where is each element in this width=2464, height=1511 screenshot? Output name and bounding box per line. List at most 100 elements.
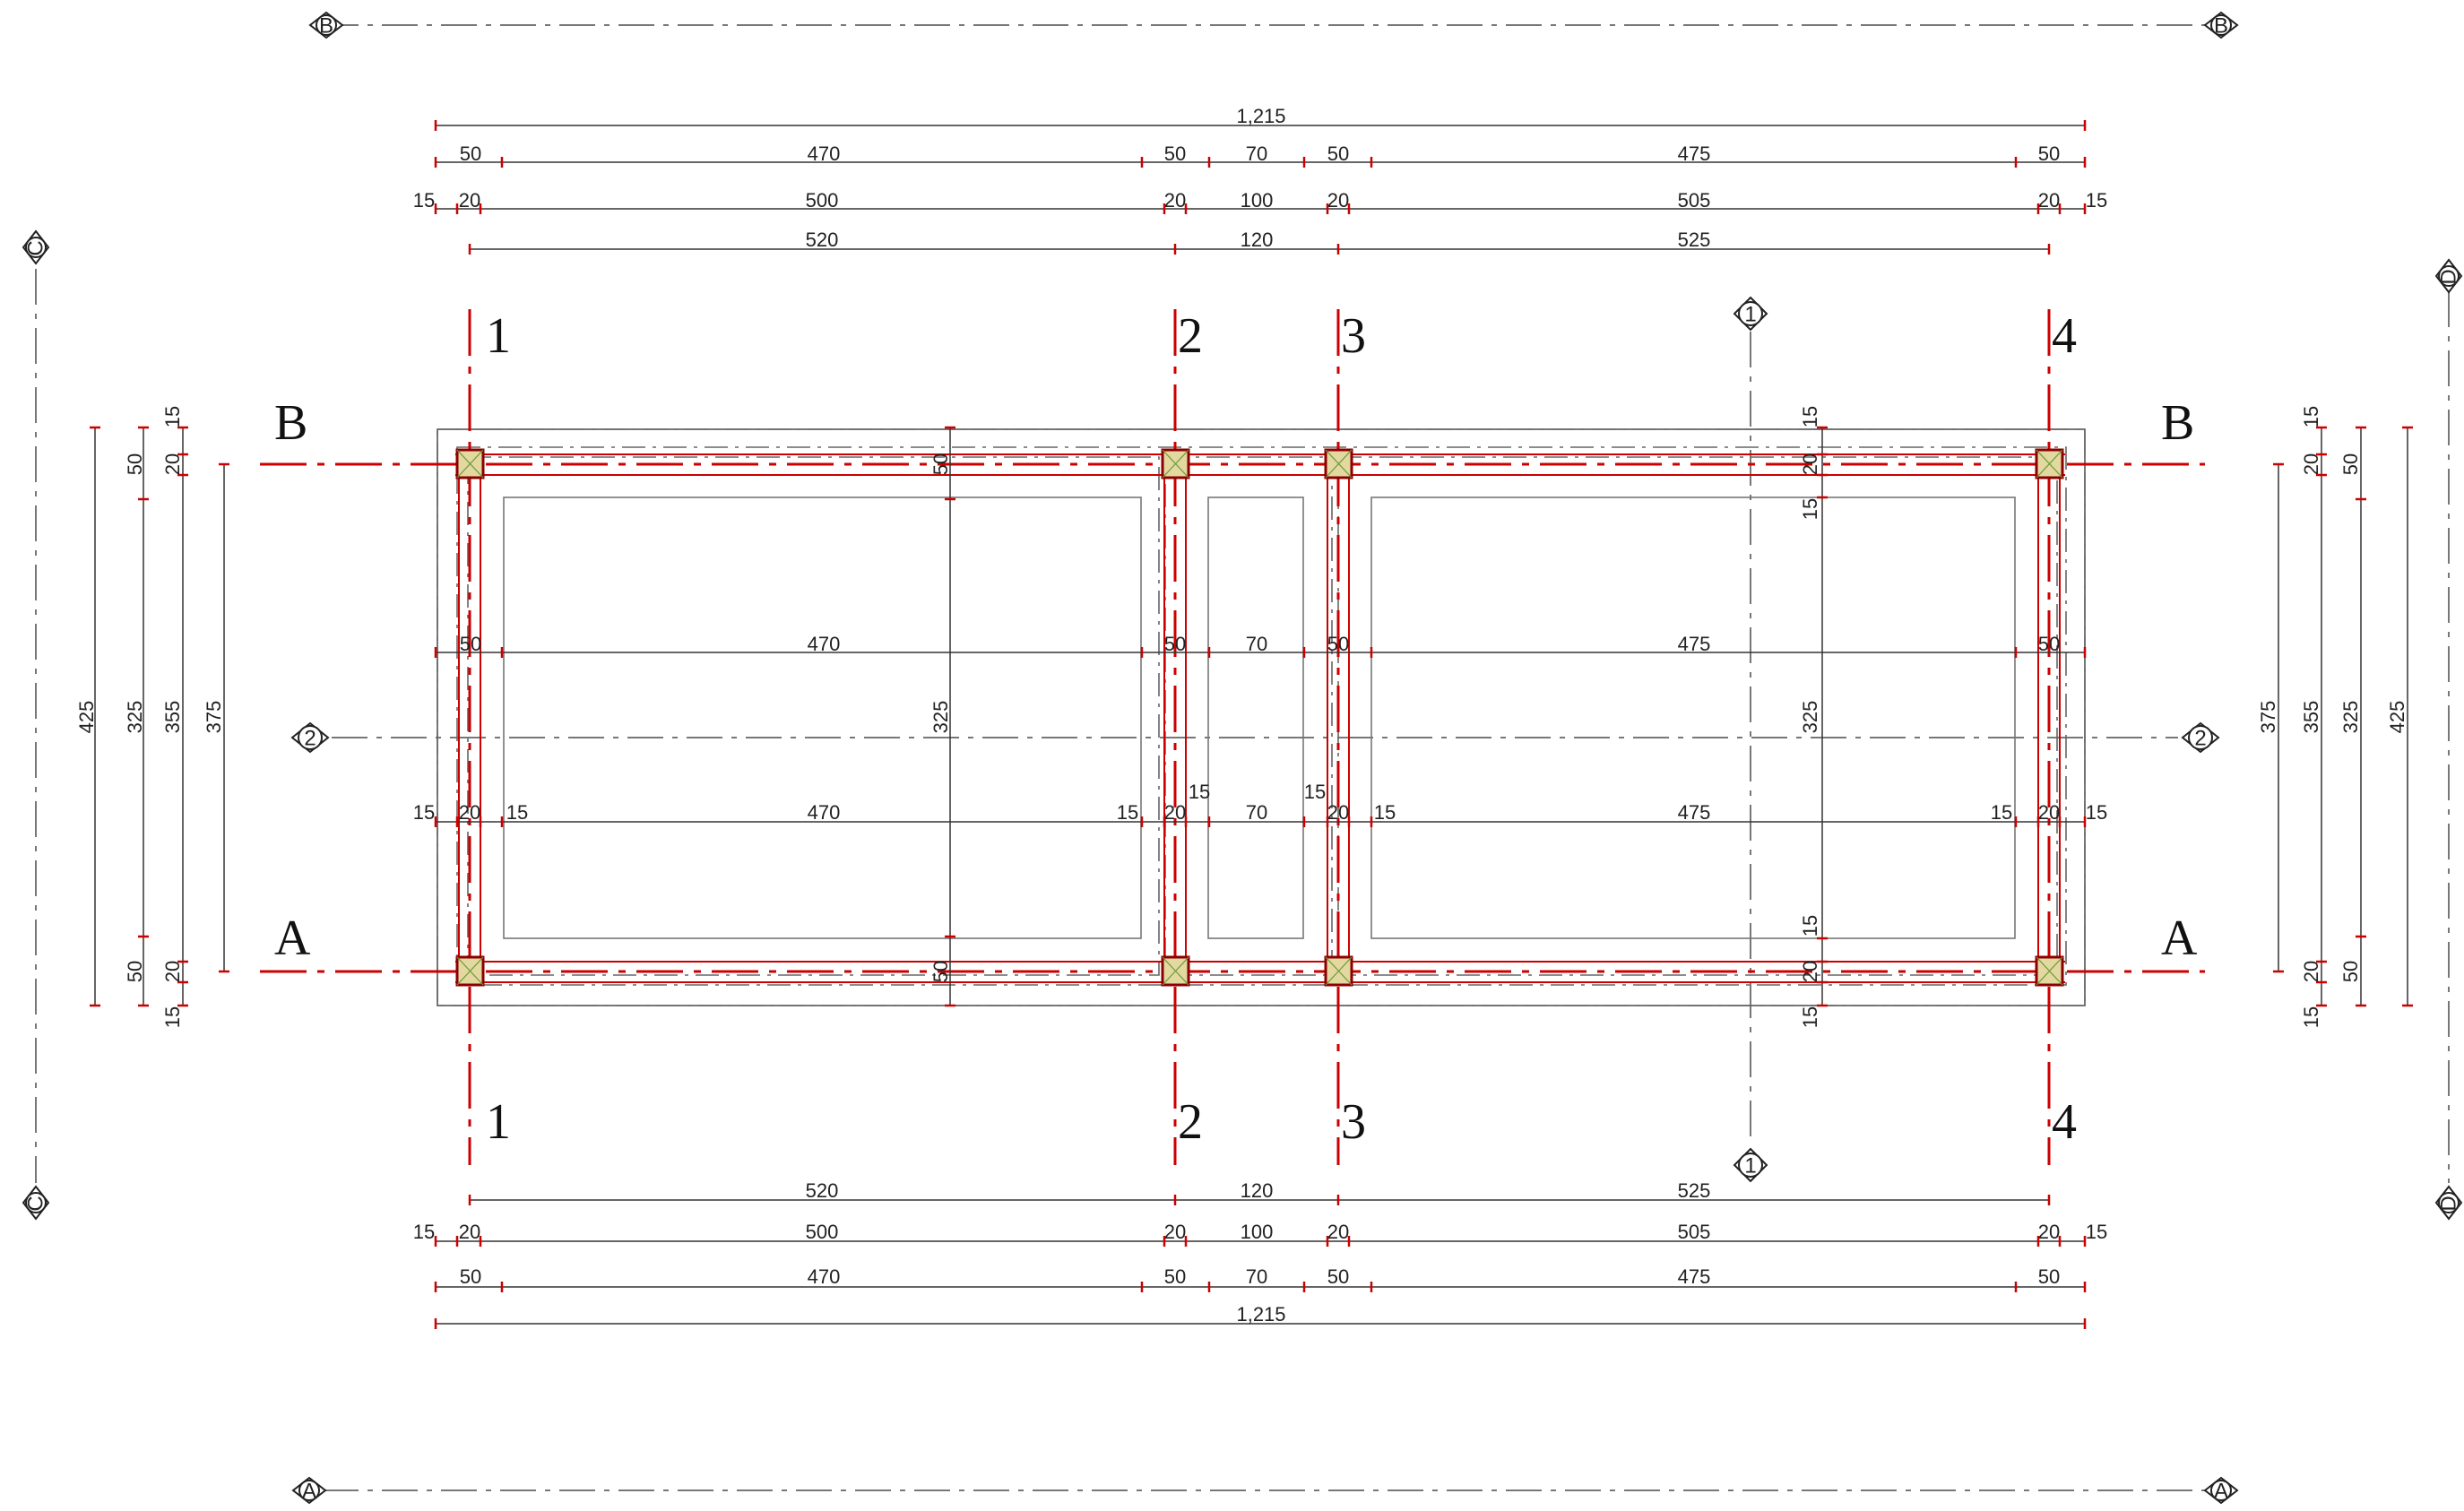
dim-int-right-6: 20 (1799, 961, 1821, 982)
dim-top-r4-1: 520 (806, 229, 839, 251)
dim-left-b-5: 15 (161, 1006, 184, 1028)
dim-int-right-2: 20 (1799, 453, 1821, 475)
section-label-2-left: 2 (304, 727, 316, 751)
section-label-1-bottom: 1 (1744, 1154, 1756, 1179)
axis-label-b-left: B (274, 395, 307, 451)
dim-left-axis: 375 (203, 701, 225, 734)
dim-top-r2-6: 475 (1678, 142, 1711, 165)
dim-int-b-14: 20 (2038, 801, 2060, 824)
dim-int-a-6: 475 (1678, 633, 1711, 655)
section-label-c-bottom: C (24, 1196, 48, 1211)
dim-right-b-3: 355 (2300, 701, 2322, 734)
axis-label-b-right: B (2161, 395, 2194, 451)
dim-left-b-3: 355 (161, 701, 184, 734)
footing-dashed-outlines (437, 428, 2086, 1006)
axis-label-1-top: 1 (486, 308, 511, 364)
pad-inner-outlines (503, 496, 2016, 939)
dim-right-b-4: 20 (2300, 961, 2322, 982)
dim-bot-r2-4: 20 (1164, 1221, 1186, 1243)
dim-right-b-1: 15 (2300, 406, 2322, 427)
section-label-c-top: C (24, 240, 48, 255)
dim-int-a-4: 70 (1246, 633, 1267, 655)
dim-top-r3-5: 100 (1241, 189, 1274, 212)
dim-int-b-12: 475 (1678, 801, 1711, 824)
dimension-lines (90, 120, 2413, 1329)
dim-right-a-1: 50 (2339, 453, 2362, 475)
dim-bot-r2-6: 20 (1327, 1221, 1349, 1243)
dim-bot-r3-6: 475 (1678, 1265, 1711, 1288)
dim-bot-r3-2: 470 (808, 1265, 841, 1288)
dim-top-r3-3: 500 (806, 189, 839, 212)
dim-top-r3-1: 15 (413, 189, 435, 212)
dim-top-r3-9: 15 (2086, 189, 2107, 212)
dim-top-r2-2: 470 (808, 142, 841, 165)
dim-bot-r2-9: 15 (2086, 1221, 2107, 1243)
dim-top-total: 1,215 (1236, 105, 1285, 127)
dim-int-b-5: 15 (1117, 801, 1138, 824)
dim-int-b-15: 15 (2086, 801, 2107, 824)
dim-bot-r1-1: 520 (806, 1179, 839, 1202)
dim-int-a-5: 50 (1327, 633, 1349, 655)
dim-right-a-3: 50 (2339, 961, 2362, 982)
section-label-1-top: 1 (1744, 303, 1756, 327)
section-label-2-right: 2 (2194, 727, 2206, 751)
dim-int-right-5: 15 (1799, 915, 1821, 937)
dim-left-a-3: 50 (124, 961, 146, 982)
dim-left-b-2: 20 (161, 453, 184, 475)
dim-bot-r3-7: 50 (2038, 1265, 2060, 1288)
section-label-b-right: B (2214, 14, 2228, 39)
dim-top-r3-2: 20 (459, 189, 480, 212)
dim-bot-r3-3: 50 (1164, 1265, 1186, 1288)
axis-label-a-right: A (2161, 911, 2198, 966)
dim-int-a-7: 50 (2038, 633, 2060, 655)
dim-top-r2-5: 50 (1327, 142, 1349, 165)
dim-int-b-1: 15 (413, 801, 435, 824)
dim-int-b-6: 20 (1164, 801, 1186, 824)
dim-int-right-4: 325 (1799, 701, 1821, 734)
dim-bot-r3-1: 50 (460, 1265, 481, 1288)
section-label-d-bottom: D (2437, 1196, 2461, 1211)
axis-label-3-bottom: 3 (1341, 1094, 1366, 1150)
dim-int-right-3: 15 (1799, 498, 1821, 520)
dim-int-b-3: 15 (506, 801, 528, 824)
dim-right-b-5: 15 (2300, 1006, 2322, 1028)
dim-top-r3-6: 20 (1327, 189, 1349, 212)
dim-left-total: 425 (75, 701, 98, 734)
dim-top-r3-7: 505 (1678, 189, 1711, 212)
pad-inner-2 (1207, 496, 1304, 939)
dim-bot-r2-3: 500 (806, 1221, 839, 1243)
dim-bot-total: 1,215 (1236, 1303, 1285, 1325)
dim-left-b-4: 20 (161, 961, 184, 982)
dim-bot-r2-1: 15 (413, 1221, 435, 1243)
dim-int-b-7: 15 (1189, 781, 1210, 803)
section-label-d-top: D (2437, 269, 2461, 284)
dim-top-r2-1: 50 (460, 142, 481, 165)
beam-lines (455, 451, 2065, 986)
footing-outer-edge (437, 428, 2086, 1006)
dim-left-b-1: 15 (161, 406, 184, 427)
dim-bot-r2-8: 20 (2038, 1221, 2060, 1243)
dim-left-a-1: 50 (124, 453, 146, 475)
dim-bot-r2-5: 100 (1241, 1221, 1274, 1243)
dim-top-r4-3: 525 (1678, 229, 1711, 251)
footing-outline (437, 428, 2086, 1006)
dim-top-r2-4: 70 (1246, 142, 1267, 165)
dim-int-left-1: 50 (929, 453, 952, 475)
axis-label-2-bottom: 2 (1178, 1094, 1203, 1150)
dim-bot-r3-4: 70 (1246, 1265, 1267, 1288)
section-label-a-left: A (302, 1480, 316, 1504)
section-label-b-left: B (319, 14, 333, 39)
dim-int-b-8: 70 (1246, 801, 1267, 824)
dim-right-a-2: 325 (2339, 701, 2362, 734)
axis-label-4-bottom: 4 (2052, 1094, 2077, 1150)
dim-bot-r1-3: 525 (1678, 1179, 1711, 1202)
dim-top-r2-3: 50 (1164, 142, 1186, 165)
dim-int-b-9: 15 (1304, 781, 1326, 803)
section-lines (35, 24, 2450, 1491)
dim-bot-r2-7: 505 (1678, 1221, 1711, 1243)
section-label-a-right: A (2214, 1480, 2228, 1504)
dim-int-left-2: 325 (929, 701, 952, 734)
axis-label-4-top: 4 (2052, 308, 2077, 364)
grid-axes (260, 309, 2205, 1165)
